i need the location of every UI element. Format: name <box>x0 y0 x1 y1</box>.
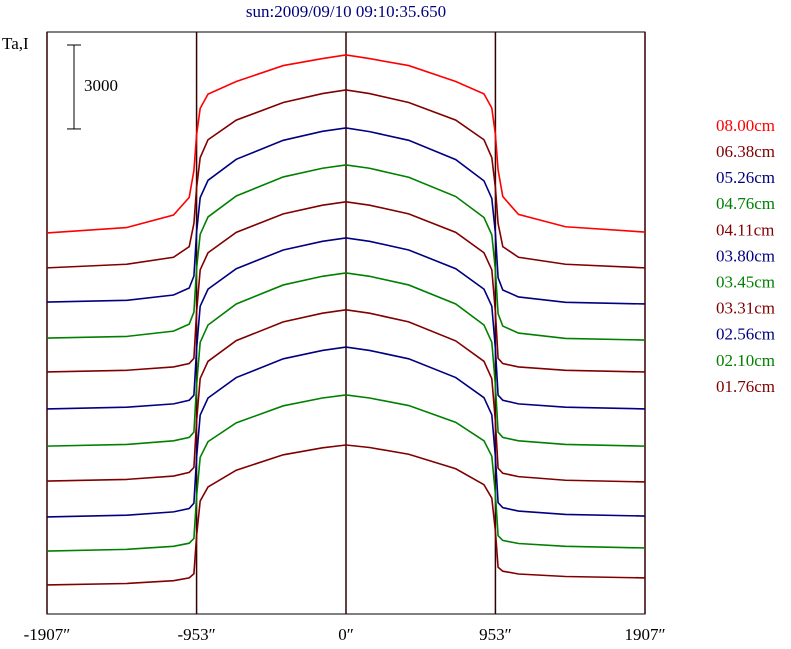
x-tick-label: -1907″ <box>24 625 71 644</box>
legend-label: 02.56cm <box>716 325 775 344</box>
series-line <box>46 237 646 410</box>
legend-label: 04.76cm <box>716 194 775 213</box>
legend-label: 08.00cm <box>716 116 775 135</box>
series-line <box>46 127 646 305</box>
legend-label: 05.26cm <box>716 168 775 187</box>
series-line <box>46 346 646 518</box>
y-axis-label: Ta,I <box>2 34 29 53</box>
legend-label: 02.10cm <box>716 351 775 370</box>
series-line <box>46 201 646 373</box>
series-line <box>46 309 646 483</box>
legend-label: 01.76cm <box>716 377 775 396</box>
scale-bar-label: 3000 <box>84 76 118 95</box>
series-line <box>46 89 646 269</box>
legend-label: 03.80cm <box>716 246 775 265</box>
series-line <box>46 272 646 447</box>
series-line <box>46 164 646 341</box>
x-tick-label: 953″ <box>479 625 512 644</box>
x-tick-label: -953″ <box>177 625 215 644</box>
series-line <box>46 444 646 586</box>
legend-label: 06.38cm <box>716 142 775 161</box>
legend-label: 04.11cm <box>716 220 774 239</box>
series-line <box>46 54 646 234</box>
x-tick-label: 1907″ <box>624 625 665 644</box>
x-tick-label: 0″ <box>338 625 354 644</box>
legend-label: 03.45cm <box>716 273 775 292</box>
series-line <box>46 394 646 552</box>
legend-label: 03.31cm <box>716 299 775 318</box>
chart-title: sun:2009/09/10 09:10:35.650 <box>246 2 446 21</box>
